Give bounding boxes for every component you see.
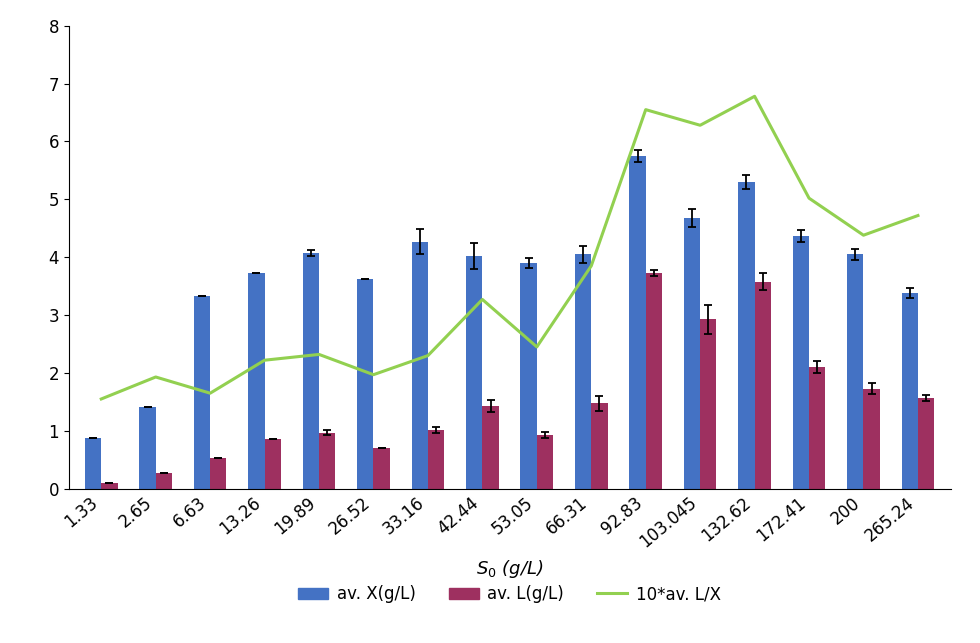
Bar: [319, 433, 335, 489]
Bar: [482, 406, 499, 489]
Bar: [265, 440, 281, 489]
Bar: [412, 242, 428, 489]
Bar: [902, 293, 918, 489]
Bar: [755, 282, 771, 489]
Bar: [847, 255, 863, 489]
Bar: [575, 255, 591, 489]
Bar: [646, 273, 662, 489]
Bar: [210, 458, 226, 489]
X-axis label: S$_0$ (g/L): S$_0$ (g/L): [476, 558, 543, 580]
Bar: [684, 218, 700, 489]
Bar: [357, 278, 373, 489]
Bar: [139, 406, 156, 489]
Bar: [629, 156, 646, 489]
Bar: [918, 398, 934, 489]
Legend: av. X(g/L), av. L(g/L), 10*av. L/X: av. X(g/L), av. L(g/L), 10*av. L/X: [292, 579, 727, 610]
Bar: [738, 182, 755, 489]
Bar: [428, 430, 444, 489]
Bar: [863, 388, 880, 489]
Bar: [591, 403, 608, 489]
Bar: [809, 367, 825, 489]
Bar: [537, 435, 553, 489]
Bar: [520, 263, 537, 489]
Bar: [793, 236, 809, 489]
Bar: [194, 296, 210, 489]
Bar: [85, 439, 101, 489]
Bar: [248, 273, 265, 489]
Bar: [466, 256, 482, 489]
Bar: [156, 473, 172, 489]
Bar: [303, 253, 319, 489]
Bar: [700, 319, 716, 489]
Bar: [373, 448, 390, 489]
Bar: [101, 483, 118, 489]
